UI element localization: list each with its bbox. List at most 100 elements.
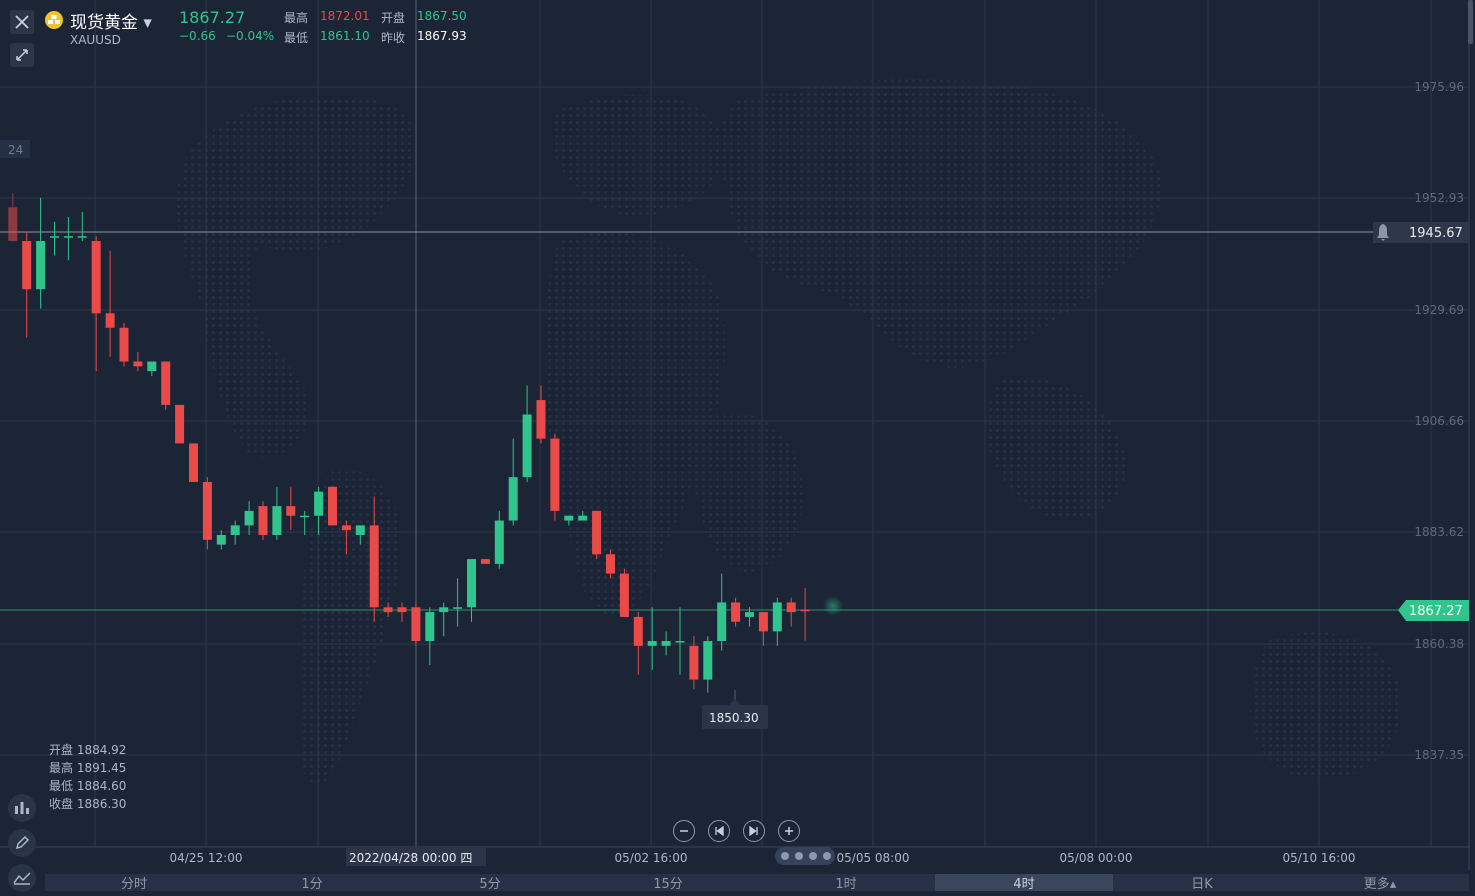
x-tick-label: 05/05 08:00: [837, 851, 910, 865]
timeframe-tab[interactable]: 4时: [935, 874, 1113, 892]
zoom-in-button[interactable]: [778, 820, 800, 842]
candle: [383, 602, 393, 617]
candle: [647, 607, 657, 670]
candle: [578, 510, 588, 521]
timeframe-tab[interactable]: 更多▴: [1363, 877, 1397, 892]
y-tick-label: 1906.66: [1414, 414, 1464, 428]
draw-button[interactable]: [8, 829, 36, 857]
y-tick-label: 1860.38: [1414, 637, 1464, 651]
indicator-button[interactable]: [8, 794, 36, 822]
candle: [550, 433, 560, 521]
pen-icon: [15, 835, 30, 850]
candle: [717, 573, 727, 651]
candle: [314, 486, 324, 535]
svg-text:1850.30: 1850.30: [709, 711, 759, 725]
y-tick-label: 1929.69: [1414, 303, 1464, 317]
go-first-button[interactable]: [708, 820, 730, 842]
zoom-out-icon: [680, 830, 688, 832]
candle: [133, 351, 143, 372]
timeframe-tab[interactable]: 15分: [653, 877, 683, 892]
y-tick-label: 1975.96: [1414, 80, 1464, 94]
candle: [105, 250, 115, 357]
candle: [786, 597, 796, 627]
low-label: 最低: [284, 31, 309, 45]
line-tool-button[interactable]: [8, 864, 36, 892]
x-tick-label: 05/08 00:00: [1060, 851, 1133, 865]
candle: [480, 559, 490, 564]
left-edge-label: 24: [8, 143, 23, 157]
candle: [689, 636, 699, 690]
candle: [300, 510, 310, 535]
last-price-glow: [823, 596, 843, 616]
candle: [202, 477, 212, 550]
collapse-button[interactable]: [10, 43, 34, 67]
x-tick-label: 05/02 16:00: [615, 851, 688, 865]
timeframe-bar: 分时 1分 5分 15分 1时 4时 日K 更多▴: [45, 874, 1469, 892]
left-edge-box: [0, 140, 30, 158]
close-button[interactable]: [10, 10, 34, 34]
alert-price-tag[interactable]: 1945.67: [1373, 222, 1469, 243]
candle: [328, 486, 337, 526]
timeframe-tab[interactable]: 1分: [301, 877, 323, 892]
close-icon: [15, 15, 29, 29]
candle: [8, 192, 18, 242]
collapse-icon: [16, 49, 28, 61]
candle: [619, 568, 629, 617]
last-icon: [749, 826, 758, 836]
candle: [272, 486, 282, 540]
candle: [494, 510, 504, 569]
current-price-tag: 1867.27: [1398, 600, 1469, 621]
candle: [703, 636, 713, 693]
candle: [36, 197, 46, 309]
y-tick-label: 1883.62: [1414, 525, 1464, 539]
ohlc-close: 收盘 1886.30: [49, 797, 127, 811]
scrollbar-thumb[interactable]: [1468, 0, 1473, 44]
y-axis: 1975.96 1952.93 1929.69 1906.66 1883.62 1860.…: [1414, 80, 1464, 762]
zoom-in-icon: [785, 827, 793, 835]
candle: [467, 559, 476, 622]
candle: [633, 612, 643, 675]
go-last-button[interactable]: [743, 820, 765, 842]
zoom-out-button[interactable]: [673, 820, 695, 842]
candle: [522, 385, 532, 482]
price-change: −0.66: [179, 29, 216, 43]
candle: [175, 404, 185, 444]
candle: [50, 221, 59, 256]
candle: [189, 443, 198, 482]
min-price-marker: 1850.30: [702, 690, 768, 729]
candle: [592, 510, 602, 560]
candle: [411, 602, 421, 646]
prev-close-value: 1867.93: [417, 29, 467, 43]
ohlc-high: 最高 1891.45: [49, 761, 127, 775]
high-label: 最高: [284, 11, 309, 25]
low-value: 1861.10: [320, 29, 370, 43]
indicator-icon: [15, 802, 29, 814]
gold-coin-icon: [45, 11, 63, 29]
y-tick-label: 1952.93: [1414, 191, 1464, 205]
candle: [661, 631, 671, 656]
scroll-handle[interactable]: [775, 847, 835, 865]
last-price: 1867.27: [179, 8, 246, 27]
candle: [800, 588, 810, 641]
bell-icon[interactable]: [1377, 224, 1389, 241]
world-map-background: [176, 79, 1402, 785]
svg-text:1945.67: 1945.67: [1409, 226, 1463, 241]
instrument-symbol: XAUUSD: [70, 33, 121, 47]
timeframe-tab[interactable]: 日K: [1191, 877, 1213, 892]
candle: [230, 520, 240, 545]
caret-down-icon: ▼: [143, 16, 152, 30]
candle: [731, 597, 741, 627]
crosshair-date-label: 2022/04/28 00:00 四: [349, 851, 472, 865]
ohlc-low: 最低 1884.60: [49, 779, 127, 793]
candle: [244, 501, 254, 535]
timeframe-tab[interactable]: 分时: [120, 877, 147, 892]
timeframe-tab[interactable]: 5分: [479, 877, 501, 892]
open-value: 1867.50: [417, 9, 467, 23]
crosshair-date-box: [346, 848, 486, 866]
instrument-selector[interactable]: 现货黄金 ▼: [70, 8, 152, 33]
timeframe-tab[interactable]: 1时: [835, 877, 857, 892]
candle: [341, 520, 351, 555]
chart-grid: [0, 0, 1468, 847]
candle: [355, 525, 365, 545]
